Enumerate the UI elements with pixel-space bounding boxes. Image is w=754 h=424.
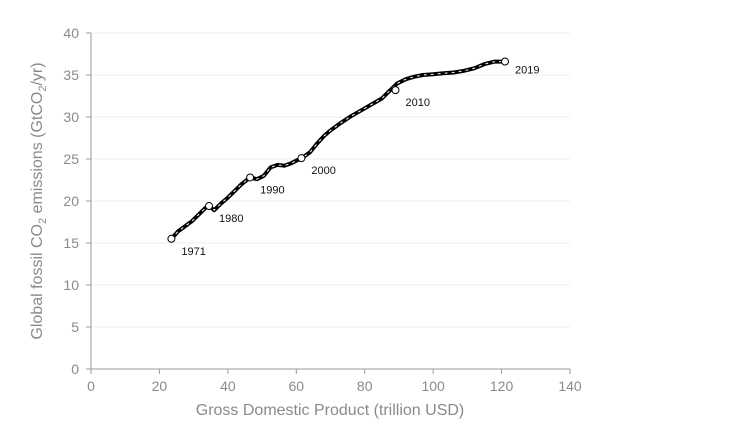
x-axis-title: Gross Domestic Product (trillion USD) — [196, 402, 465, 419]
year-marker — [246, 173, 255, 182]
x-axis-ticks: 0 20 40 60 80 100 120 140 — [87, 369, 582, 394]
year-label: 1990 — [260, 184, 284, 196]
y-axis-title-part: emissions (GtCO — [29, 92, 46, 218]
year-markers: 1971 1980 1990 2000 2010 2019 — [167, 57, 539, 258]
year-marker — [297, 154, 306, 163]
year-marker — [500, 57, 509, 66]
y-axis-title-part: /yr) — [29, 62, 46, 85]
year-label: 1971 — [181, 246, 205, 258]
y-tick-label: 20 — [63, 193, 79, 209]
y-tick-label: 0 — [71, 361, 79, 377]
y-tick-label: 5 — [71, 319, 79, 335]
y-tick-label: 10 — [63, 277, 79, 293]
y-axis-title-subscript: 2 — [37, 86, 49, 92]
y-axis-title: Global fossil CO2 emissions (GtCO2/yr) — [29, 62, 49, 339]
x-tick-label: 20 — [152, 378, 168, 394]
y-axis-ticks: 0 5 10 15 20 25 30 35 40 — [63, 25, 91, 377]
x-tick-label: 60 — [288, 378, 304, 394]
year-label: 2019 — [515, 65, 539, 77]
y-tick-label: 30 — [63, 109, 79, 125]
y-tick-label: 15 — [63, 235, 79, 251]
x-tick-label: 100 — [421, 378, 445, 394]
y-tick-label: 40 — [63, 25, 79, 41]
year-marker — [167, 234, 176, 243]
y-tick-label: 35 — [63, 67, 79, 83]
x-tick-label: 0 — [87, 378, 95, 394]
x-tick-label: 120 — [490, 378, 514, 394]
y-axis-title-subscript: 2 — [37, 218, 49, 224]
year-label: 1980 — [219, 213, 243, 225]
year-marker — [205, 202, 214, 211]
x-tick-label: 140 — [558, 378, 582, 394]
series-line-highlight — [170, 61, 506, 240]
gridlines — [91, 32, 570, 328]
year-label: 2000 — [311, 165, 335, 177]
y-tick-label: 25 — [63, 151, 79, 167]
year-marker — [391, 86, 400, 95]
x-tick-label: 80 — [357, 378, 373, 394]
year-label: 2010 — [406, 97, 430, 109]
x-tick-label: 40 — [220, 378, 236, 394]
y-axis-title-part: Global fossil CO — [29, 224, 46, 340]
